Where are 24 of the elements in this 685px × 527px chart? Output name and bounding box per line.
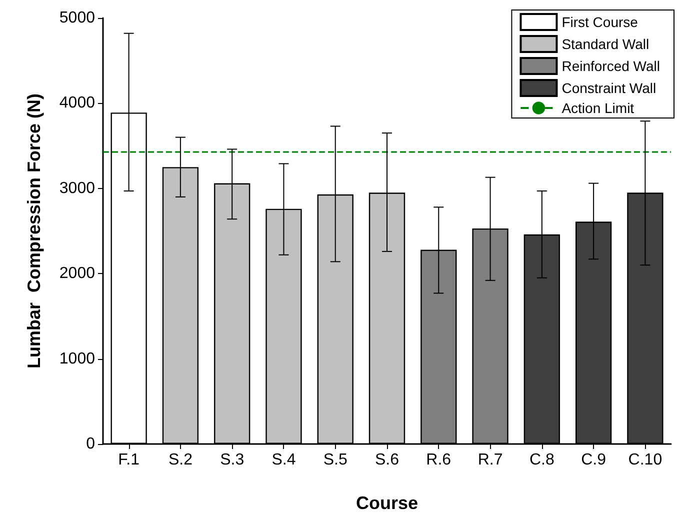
- y-tick-label: 4000: [59, 94, 96, 112]
- legend-label: Standard Wall: [562, 36, 650, 52]
- x-tick-label: R.6: [426, 452, 452, 468]
- x-tick-label: F.1: [118, 452, 140, 468]
- x-tick-label: S.2: [168, 452, 193, 468]
- legend-label: First Course: [562, 14, 638, 30]
- x-tick-label: S.4: [272, 452, 296, 468]
- y-axis-title: Lumbar Compression Force (N): [24, 93, 44, 369]
- y-tick-label: 2000: [59, 265, 96, 282]
- y-tick-label: 0: [86, 436, 96, 452]
- x-tick-label: R.7: [478, 452, 503, 468]
- y-tick-label: 1000: [59, 350, 96, 368]
- legend-label: Constraint Wall: [562, 80, 656, 96]
- x-axis-title: Course: [356, 493, 418, 513]
- legend-label: Action Limit: [562, 100, 634, 116]
- x-tick-label: S.5: [323, 452, 348, 468]
- legend-label: Reinforced Wall: [562, 58, 660, 74]
- x-tick-label: S.3: [220, 452, 244, 468]
- y-tick-label: 3000: [59, 180, 96, 197]
- y-tick-label: 5000: [59, 10, 96, 26]
- x-tick-label: C.8: [529, 452, 554, 468]
- x-tick-label: S.6: [374, 452, 400, 468]
- x-tick-label: C.9: [581, 452, 606, 468]
- x-tick-label: C.10: [628, 452, 662, 468]
